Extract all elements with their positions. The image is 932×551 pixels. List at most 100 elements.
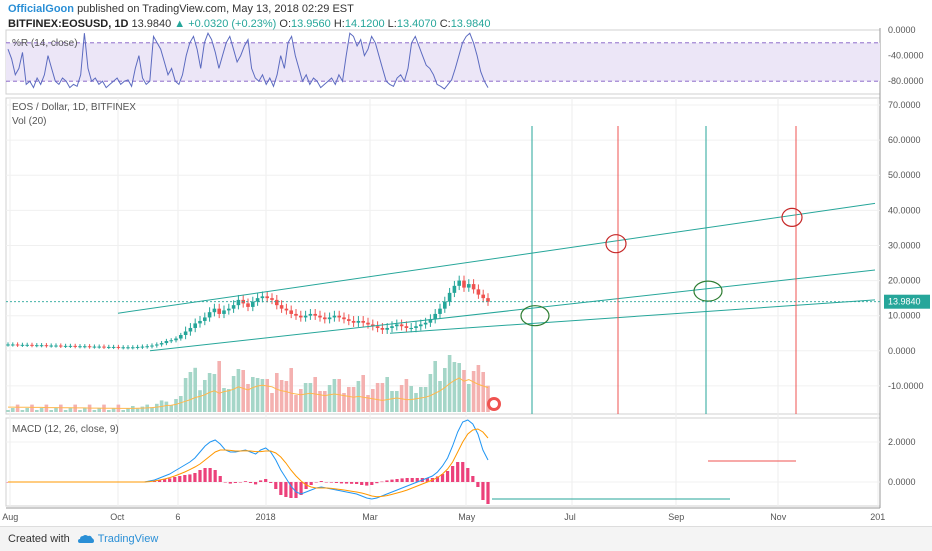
macd-histogram-bar [253, 482, 258, 485]
footer-bar: Created with TradingView [0, 526, 932, 551]
volume-bar [299, 389, 303, 412]
candle-body [399, 324, 404, 327]
macd-histogram-bar [319, 481, 323, 482]
macd-histogram-bar [193, 473, 197, 482]
macd-histogram-bar [208, 468, 212, 482]
open-value: 13.9560 [291, 18, 331, 30]
macd-histogram-bar [451, 466, 455, 482]
up-arrow-icon: ▲ [174, 18, 186, 30]
candle-body [414, 326, 418, 328]
volume-bar [347, 387, 351, 412]
macd-histogram-bar [466, 468, 470, 482]
macd-histogram-bar [329, 482, 333, 483]
macd-histogram-bar [157, 480, 162, 482]
price-title: EOS / Dollar, 1D, BITFINEX [12, 102, 136, 113]
candle-body [260, 296, 265, 299]
candle-body [452, 285, 457, 293]
volume-bar [97, 408, 101, 412]
time-tick-label: 2018 [256, 512, 276, 522]
volume-bar [6, 410, 10, 412]
candle-body [217, 308, 221, 314]
volume-bar [260, 379, 265, 412]
volume-bar [63, 410, 68, 412]
candle-body [481, 294, 485, 299]
macd-histogram-bar [370, 482, 374, 485]
candle-body [294, 313, 298, 316]
candle-body [337, 315, 341, 318]
candle-body [68, 345, 73, 347]
price-tick-label: 70.0000 [888, 100, 921, 110]
volume-bar [92, 410, 97, 412]
volume-bar [414, 393, 418, 412]
candle-body [174, 338, 178, 341]
volume-bar [111, 408, 116, 412]
candle-body [116, 346, 121, 348]
macd-histogram-bar [178, 476, 182, 482]
macd-histogram-bar [269, 482, 273, 483]
pane-frame [5, 417, 881, 507]
volume-bar [155, 403, 159, 412]
tradingview-cloud-icon [77, 535, 94, 543]
macd-histogram-bar [243, 481, 248, 482]
candle-body [327, 317, 332, 320]
open-label: O: [279, 18, 292, 30]
volume-bar [54, 408, 58, 412]
volume-bar [457, 363, 461, 412]
volume-bar [164, 401, 169, 412]
volume-bar [169, 405, 173, 412]
macd-histogram-bar [324, 482, 328, 483]
volume-bar [395, 391, 399, 412]
candle-body [73, 345, 77, 347]
candle-body [308, 313, 313, 316]
macd-histogram-bar [339, 482, 344, 484]
candle-body [255, 298, 260, 302]
volume-bar [15, 404, 20, 412]
volume-bar [188, 372, 193, 412]
created-with-text: Created with [8, 533, 70, 545]
candle-body [409, 327, 413, 329]
volume-bar [303, 383, 308, 412]
wr-title: %R (14, close) [12, 38, 78, 49]
author-link[interactable]: OfficialGoon [8, 3, 74, 15]
macd-histogram-bar [395, 479, 399, 482]
macd-histogram-bar [471, 476, 475, 482]
macd-signal-line [8, 428, 489, 498]
volume-bar [294, 395, 298, 412]
candle-body [63, 345, 68, 347]
candle-body [20, 344, 25, 346]
volume-bar [270, 393, 274, 412]
volume-bar [83, 408, 87, 412]
volume-bar [375, 383, 380, 412]
volume-bar [462, 370, 466, 412]
highlight-circle [781, 207, 803, 227]
chart-canvas[interactable]: %R (14, close) 0.0000 -40.0000 -80.0000 70.0… [0, 0, 932, 526]
macd-histogram-bar [334, 482, 339, 483]
candle-body [145, 346, 149, 348]
volume-bar [251, 377, 255, 412]
candle-body [87, 346, 92, 348]
last-price-label: 13.9840 [888, 297, 921, 307]
candle-body [486, 298, 490, 302]
candle-body [131, 347, 135, 349]
macd-histogram-bar [173, 477, 177, 482]
candle-body [155, 344, 159, 346]
pane-frame [5, 97, 881, 415]
macd-histogram-bar [435, 476, 440, 482]
trend-line [149, 269, 876, 352]
tradingview-logo[interactable]: TradingView [77, 533, 158, 545]
price-tick-label: 20.0000 [888, 276, 921, 286]
volume-bar [35, 410, 39, 412]
volume-bar [265, 379, 269, 412]
volume-bar [241, 370, 245, 412]
macd-histogram-bar [461, 462, 465, 482]
volume-bar [486, 385, 490, 412]
macd-histogram-bar [456, 462, 460, 482]
macd-histogram-bar [476, 482, 480, 487]
candle-body [462, 280, 466, 288]
candle-body [150, 345, 154, 347]
macd-histogram-bar [289, 482, 293, 498]
candle-body [54, 345, 58, 347]
volume-bar [179, 396, 183, 412]
volume-bar [409, 386, 413, 412]
candle-body [135, 346, 140, 348]
